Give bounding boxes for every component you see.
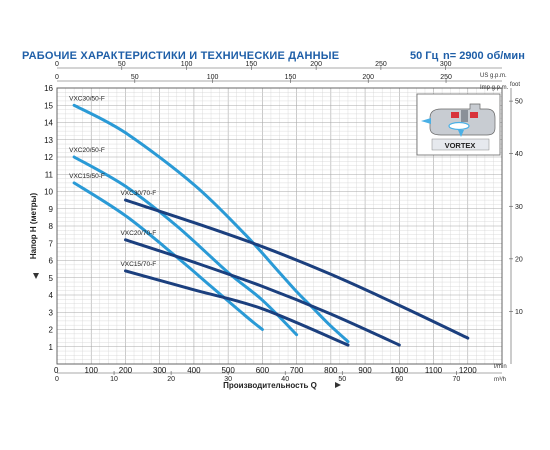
x-tick-label: 1100 [425, 366, 443, 375]
imp-gpm-unit: Imp g.p.m. [480, 85, 509, 91]
x-tick-label: 400 [187, 366, 201, 375]
us-gpm-tick-label: 200 [310, 61, 322, 68]
frequency-label: 50 Гц [410, 50, 439, 62]
curve-vxc20-50-f [72, 155, 299, 337]
us-gpm-tick-label: 250 [375, 61, 387, 68]
y-tick-label: 4 [49, 291, 54, 300]
y-tick-label: 14 [44, 119, 53, 128]
foot-tick-label: 30 [515, 204, 523, 211]
us-gpm-unit: US g.p.m. [480, 73, 507, 79]
x-tick-label: 900 [358, 366, 372, 375]
x-tick-label: 600 [256, 366, 270, 375]
series-label-vxc20-70-f: VXC20/70-F [120, 230, 156, 237]
x-unit: l/min [494, 364, 507, 370]
shaft-icon [461, 110, 468, 122]
us-gpm-tick-label: 50 [118, 61, 126, 68]
y-tick-label: 5 [49, 274, 54, 283]
tick-labels: 0 100 200 300 400 500 600 700 800 900 1000 1100 1200… [44, 61, 523, 383]
inset-label-box [431, 138, 490, 151]
m3h-tick-label: 70 [452, 376, 460, 383]
plot-frame [56, 87, 503, 365]
vortex-inset: VORTEX [416, 93, 501, 156]
x-tick-label-origin: 0 [54, 366, 59, 375]
y-tick-label: 11 [45, 170, 54, 179]
curve-vxc30-50-f [72, 103, 350, 344]
grid [57, 88, 502, 364]
y-tick-label: 9 [49, 205, 54, 214]
imp-gpm-tick-label: 150 [285, 74, 297, 81]
top-axes: US g.p.m. Imp g.p.m. [57, 67, 509, 91]
series-label-vxc15-70-f: VXC15/70-F [120, 261, 156, 268]
foot-tick-label: 40 [515, 151, 523, 158]
x-axis-title: Производительность Q [223, 381, 317, 390]
foot-tick-label: 50 [515, 99, 523, 106]
y-tick-label: 12 [44, 153, 53, 162]
us-gpm-tick-label: 300 [440, 61, 452, 68]
speed-label: n= 2900 об/мин [443, 50, 525, 62]
impeller-left-icon [451, 112, 459, 118]
y-tick-label: 1 [49, 343, 54, 352]
x-tick-label: 200 [119, 366, 133, 375]
y-tick-label: 13 [44, 136, 53, 145]
y-axis-arrow-icon [33, 273, 39, 279]
m3h-tick-label-origin: 0 [55, 376, 59, 383]
foot-unit: foot [510, 82, 520, 88]
us-gpm-tick-label-origin: 0 [55, 61, 59, 68]
m3h-tick-label: 30 [224, 376, 232, 383]
m3h-tick-label: 50 [338, 376, 346, 383]
x-tick-label: 800 [324, 366, 338, 375]
series-label-vxc15-50-f: VXC15/50-F [69, 173, 105, 180]
us-gpm-tick-label: 100 [181, 61, 193, 68]
x-tick-label: 500 [221, 366, 235, 375]
x-tick-label: 100 [85, 366, 99, 375]
y-tick-label: 2 [49, 326, 54, 335]
curve-vxc20-70-f [124, 238, 401, 347]
chart-title: РАБОЧИЕ ХАРАКТЕРИСТИКИ И ТЕХНИЧЕСКИЕ ДАН… [22, 50, 340, 62]
imp-gpm-tick-label: 100 [207, 74, 219, 81]
y-tick-label: 8 [49, 222, 54, 231]
y-tick-label: 3 [49, 308, 54, 317]
series-label-vxc30-70-f: VXC30/70-F [120, 190, 156, 197]
m3h-axis: m³/h [57, 372, 506, 383]
imp-gpm-tick-label-origin: 0 [55, 74, 59, 81]
x-tick-label: 1200 [459, 366, 477, 375]
m3h-tick-label: 60 [395, 376, 403, 383]
y-tick-label: 7 [49, 239, 54, 248]
series-labels: VXC30/50-F VXC20/50-F VXC15/50-F VXC30/70-F… [69, 95, 156, 268]
foot-tick-label: 20 [515, 256, 523, 263]
foot-axis: foot [510, 82, 520, 364]
inlet-arrow-icon [458, 130, 464, 137]
m3h-tick-label: 20 [167, 376, 175, 383]
x-tick-label: 700 [290, 366, 304, 375]
m3h-tick-label: 10 [110, 376, 118, 383]
imp-gpm-tick-label: 200 [362, 74, 374, 81]
x-axis-arrow-icon [335, 382, 341, 388]
imp-gpm-tick-label: 250 [440, 74, 452, 81]
curve-vxc30-70-f [124, 198, 470, 340]
curve-vxc15-70-f [124, 269, 350, 347]
inset-label: VORTEX [445, 141, 476, 150]
x-tick-label: 300 [153, 366, 167, 375]
y-tick-label: 6 [49, 257, 54, 266]
outlet-arrow-icon [421, 118, 431, 124]
vortex-swirl-icon [448, 121, 470, 131]
series-label-vxc30-50-f: VXC30/50-F [69, 95, 105, 102]
y-tick-label: 15 [44, 101, 53, 110]
m3h-unit: m³/h [494, 377, 506, 383]
impeller-right-icon [470, 112, 478, 118]
x-tick-label: 1000 [390, 366, 408, 375]
y-axis-title: Напор H (метры) [29, 193, 38, 260]
series-curves [72, 103, 470, 347]
series-label-vxc20-50-f: VXC20/50-F [69, 147, 105, 154]
foot-tick-label: 10 [515, 309, 523, 316]
curve-vxc15-50-f [72, 181, 264, 331]
y-tick-label: 10 [44, 188, 53, 197]
imp-gpm-tick-label: 50 [131, 74, 139, 81]
us-gpm-tick-label: 150 [246, 61, 258, 68]
m3h-tick-label: 40 [281, 376, 289, 383]
y-tick-label: 16 [44, 84, 53, 93]
